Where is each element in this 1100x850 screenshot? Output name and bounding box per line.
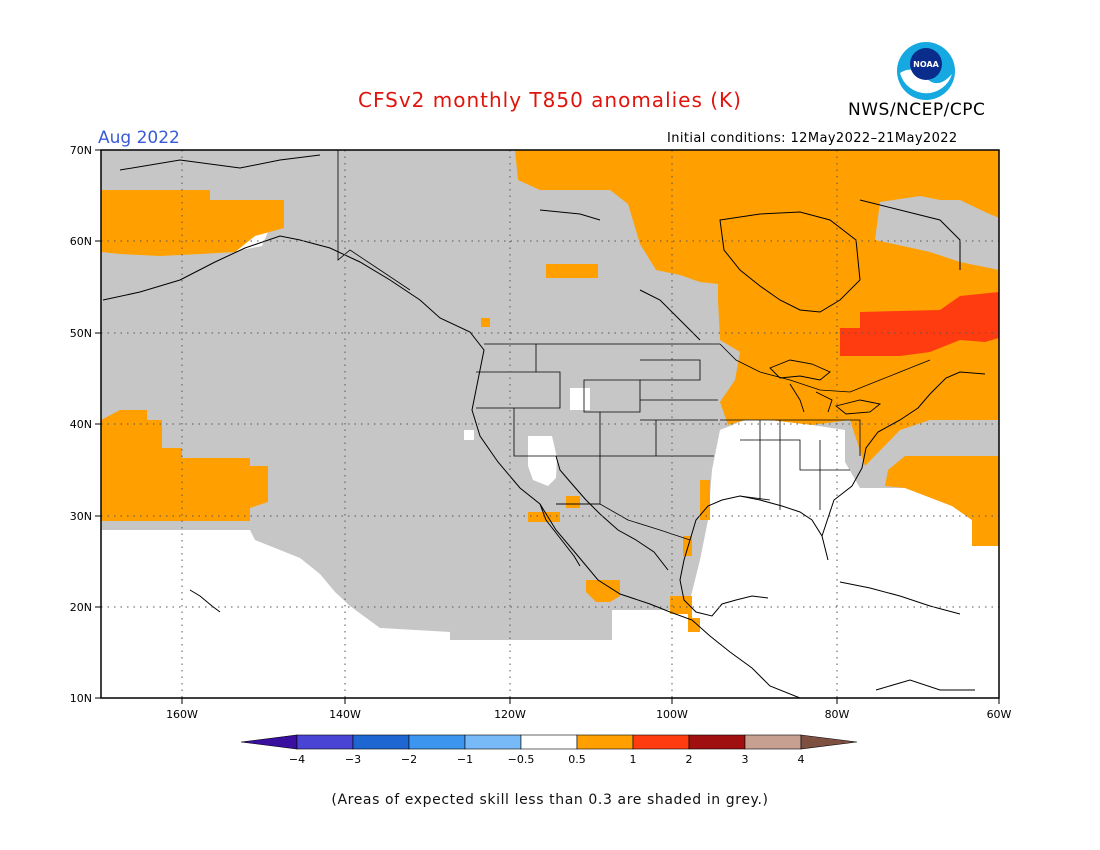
colorbar-segment <box>520 734 578 750</box>
colorbar-legend <box>240 734 858 750</box>
lon-ticks <box>181 698 1000 704</box>
lat-label: 10N <box>70 692 92 705</box>
white-patch-california <box>464 430 474 440</box>
logo-text: NOAA <box>913 60 939 69</box>
lon-label: 160W <box>166 708 198 721</box>
initial-conditions-label: Initial conditions: 12May2022–21May2022 <box>667 131 958 146</box>
anomaly-orange-baja <box>528 512 560 522</box>
anomaly-red-quebec <box>840 292 999 356</box>
colorbar-label: 2 <box>686 753 693 766</box>
colorbar-segment <box>744 734 802 750</box>
coastlines <box>102 154 986 698</box>
lat-label: 60N <box>70 235 92 248</box>
chart-title: CFSv2 monthly T850 anomalies (K) <box>358 88 742 112</box>
colorbar-label: −2 <box>401 753 417 766</box>
lat-label: 50N <box>70 327 92 340</box>
colorbar-label: −0.5 <box>508 753 535 766</box>
colorbar-segment <box>240 734 298 750</box>
political-borders <box>337 150 931 541</box>
footnote: (Areas of expected skill less than 0.3 a… <box>331 792 769 808</box>
graticule <box>101 150 999 698</box>
colorbar-segment <box>408 734 466 750</box>
lat-ticks <box>95 149 101 699</box>
great-lakes <box>769 359 882 415</box>
white-patch-lakes <box>570 388 590 410</box>
anomaly-orange-canada-east <box>515 150 999 546</box>
noaa-logo-icon: NOAA <box>897 42 955 100</box>
colorbar-label: 1 <box>630 753 637 766</box>
colorbar-segment <box>688 734 746 750</box>
colorbar-segment <box>296 734 354 750</box>
anomaly-orange-mexico <box>586 580 620 602</box>
map-area <box>101 150 999 698</box>
white-patch-southwest <box>528 436 557 486</box>
lon-label: 80W <box>825 708 850 721</box>
colorbar-segment <box>576 734 634 750</box>
colorbar-labels: −4 −3 −2 −1 −0.5 0.5 1 2 3 4 <box>289 753 805 766</box>
colorbar-segment <box>632 734 690 750</box>
lat-label: 30N <box>70 510 92 523</box>
lon-label: 100W <box>656 708 688 721</box>
colorbar-label: −4 <box>289 753 305 766</box>
lat-label: 40N <box>70 418 92 431</box>
colorbar-label: −3 <box>345 753 361 766</box>
lat-label: 70N <box>70 144 92 157</box>
lon-label: 140W <box>329 708 361 721</box>
colorbar-segment <box>352 734 410 750</box>
anomaly-orange-arizona <box>566 496 580 508</box>
anomaly-orange-pacific <box>101 410 268 521</box>
lat-labels: 70N 60N 50N 40N 30N 20N 10N <box>70 144 92 705</box>
anomaly-orange-bering <box>101 190 284 256</box>
colorbar-segment <box>464 734 522 750</box>
anomaly-orange-canada-west <box>546 264 598 278</box>
lon-labels: 160W 140W 120W 100W 80W 60W <box>166 708 1011 721</box>
colorbar-label: 4 <box>798 753 805 766</box>
lon-label: 120W <box>494 708 526 721</box>
anomaly-orange-bc-dot <box>481 318 490 327</box>
colorbar-label: −1 <box>457 753 473 766</box>
lat-label: 20N <box>70 601 92 614</box>
colorbar-label: 0.5 <box>568 753 586 766</box>
colorbar-segment <box>800 734 858 750</box>
forecast-month-label: Aug 2022 <box>98 128 180 148</box>
colorbar-label: 3 <box>742 753 749 766</box>
anomaly-orange-mexico-south <box>670 596 700 632</box>
anomaly-orange-gulf-coast <box>700 480 710 520</box>
lon-label: 60W <box>987 708 1012 721</box>
agency-label: NWS/NCEP/CPC <box>848 100 986 120</box>
